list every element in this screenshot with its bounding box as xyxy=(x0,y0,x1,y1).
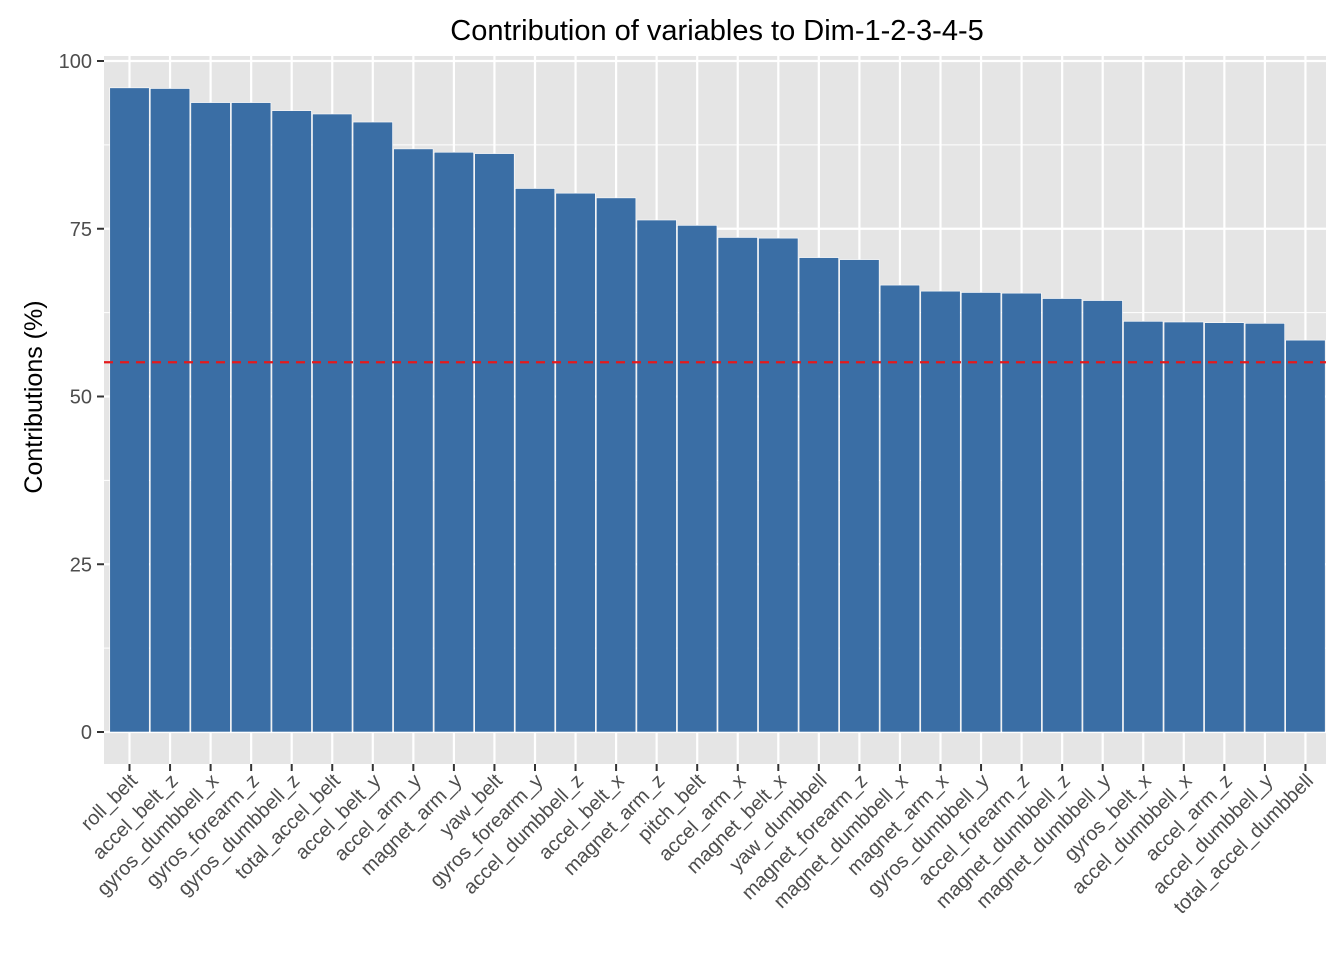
bar-magnet_dumbbell_x xyxy=(879,284,921,733)
bar-accel_dumbbell_y xyxy=(1244,323,1285,733)
bar-total_accel_belt xyxy=(312,113,353,733)
bar-accel_arm_x xyxy=(717,237,758,733)
bar-accel_belt_y xyxy=(352,121,393,733)
y-tick-label: 0 xyxy=(81,722,92,744)
x-axis: roll_beltaccel_belt_zgyros_dumbbell_xgyr… xyxy=(77,764,1318,918)
bar-accel_belt_z xyxy=(150,88,191,733)
bar-yaw_belt xyxy=(474,153,515,733)
bar-magnet_arm_y xyxy=(433,151,474,733)
chart-title: Contribution of variables to Dim-1-2-3-4… xyxy=(450,15,984,47)
bar-magnet_dumbbell_y xyxy=(1082,300,1123,733)
y-axis: 0 25 50 75 100 xyxy=(59,51,104,744)
bar-pitch_belt xyxy=(677,225,718,733)
bars-group xyxy=(109,87,1326,733)
y-tick-label: 100 xyxy=(59,51,92,73)
bar-accel_dumbbell_z xyxy=(555,192,596,733)
bar-accel_arm_y xyxy=(393,148,434,733)
bar-accel_dumbbell_x xyxy=(1163,321,1204,733)
bar-gyros_forearm_y xyxy=(514,188,556,733)
bar-accel_arm_z xyxy=(1204,322,1245,733)
bar-magnet_arm_x xyxy=(920,290,961,733)
y-axis-label: Contributions (%) xyxy=(20,300,48,493)
bar-accel_belt_x xyxy=(596,197,637,733)
bar-yaw_dumbbell xyxy=(798,257,839,733)
bar-gyros_forearm_z xyxy=(231,102,272,733)
y-tick-label: 75 xyxy=(70,219,92,241)
bar-magnet_dumbbell_z xyxy=(1042,298,1083,733)
bar-gyros_dumbbell_y xyxy=(960,292,1002,733)
y-tick-label: 50 xyxy=(70,387,92,409)
bar-magnet_belt_x xyxy=(758,237,799,733)
bar-roll_belt xyxy=(109,87,150,733)
bar-accel_forearm_z xyxy=(1001,292,1042,733)
bar-total_accel_dumbbell xyxy=(1285,339,1326,733)
bar-magnet_forearm_z xyxy=(839,259,880,733)
bar-gyros_dumbbell_z xyxy=(271,110,312,733)
bar-magnet_arm_z xyxy=(636,219,677,733)
bar-gyros_belt_x xyxy=(1123,321,1164,733)
y-tick-label: 25 xyxy=(70,554,92,576)
bar-gyros_dumbbell_x xyxy=(190,102,231,733)
